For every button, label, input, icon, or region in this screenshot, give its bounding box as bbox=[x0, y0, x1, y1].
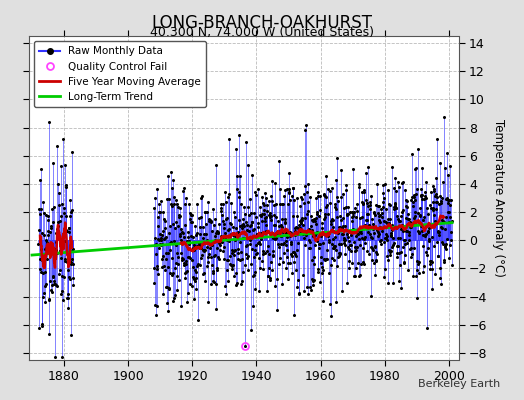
Text: 40.300 N, 74.000 W (United States): 40.300 N, 74.000 W (United States) bbox=[150, 26, 374, 39]
Text: Berkeley Earth: Berkeley Earth bbox=[418, 379, 500, 389]
Y-axis label: Temperature Anomaly (°C): Temperature Anomaly (°C) bbox=[493, 119, 506, 277]
Legend: Raw Monthly Data, Quality Control Fail, Five Year Moving Average, Long-Term Tren: Raw Monthly Data, Quality Control Fail, … bbox=[34, 41, 206, 107]
Text: LONG-BRANCH-OAKHURST: LONG-BRANCH-OAKHURST bbox=[151, 14, 373, 32]
